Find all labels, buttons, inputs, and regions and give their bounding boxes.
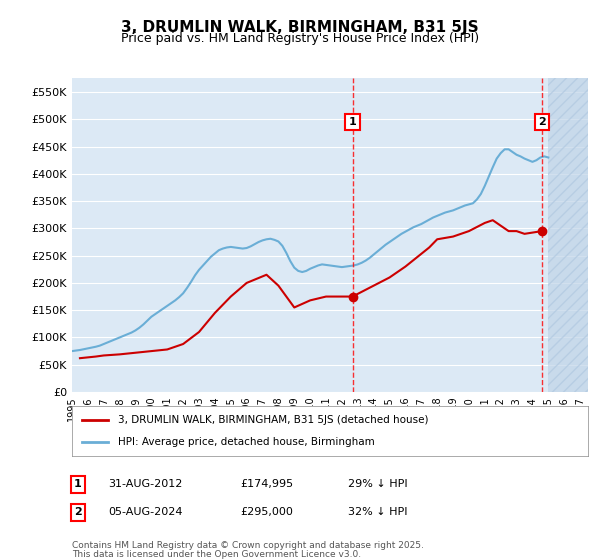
Text: 05-AUG-2024: 05-AUG-2024 <box>108 507 182 517</box>
Text: 31-AUG-2012: 31-AUG-2012 <box>108 479 182 489</box>
Text: £174,995: £174,995 <box>240 479 293 489</box>
Text: 3, DRUMLIN WALK, BIRMINGHAM, B31 5JS (detached house): 3, DRUMLIN WALK, BIRMINGHAM, B31 5JS (de… <box>118 415 429 425</box>
Text: £295,000: £295,000 <box>240 507 293 517</box>
Text: 2: 2 <box>538 117 546 127</box>
Text: 3, DRUMLIN WALK, BIRMINGHAM, B31 5JS: 3, DRUMLIN WALK, BIRMINGHAM, B31 5JS <box>121 20 479 35</box>
Text: Contains HM Land Registry data © Crown copyright and database right 2025.: Contains HM Land Registry data © Crown c… <box>72 542 424 550</box>
Text: 2: 2 <box>74 507 82 517</box>
Text: 1: 1 <box>349 117 356 127</box>
Bar <box>548 78 588 392</box>
Text: 29% ↓ HPI: 29% ↓ HPI <box>348 479 407 489</box>
Text: 1: 1 <box>74 479 82 489</box>
Text: This data is licensed under the Open Government Licence v3.0.: This data is licensed under the Open Gov… <box>72 550 361 559</box>
Text: HPI: Average price, detached house, Birmingham: HPI: Average price, detached house, Birm… <box>118 437 375 447</box>
Text: Price paid vs. HM Land Registry's House Price Index (HPI): Price paid vs. HM Land Registry's House … <box>121 32 479 45</box>
Text: 32% ↓ HPI: 32% ↓ HPI <box>348 507 407 517</box>
